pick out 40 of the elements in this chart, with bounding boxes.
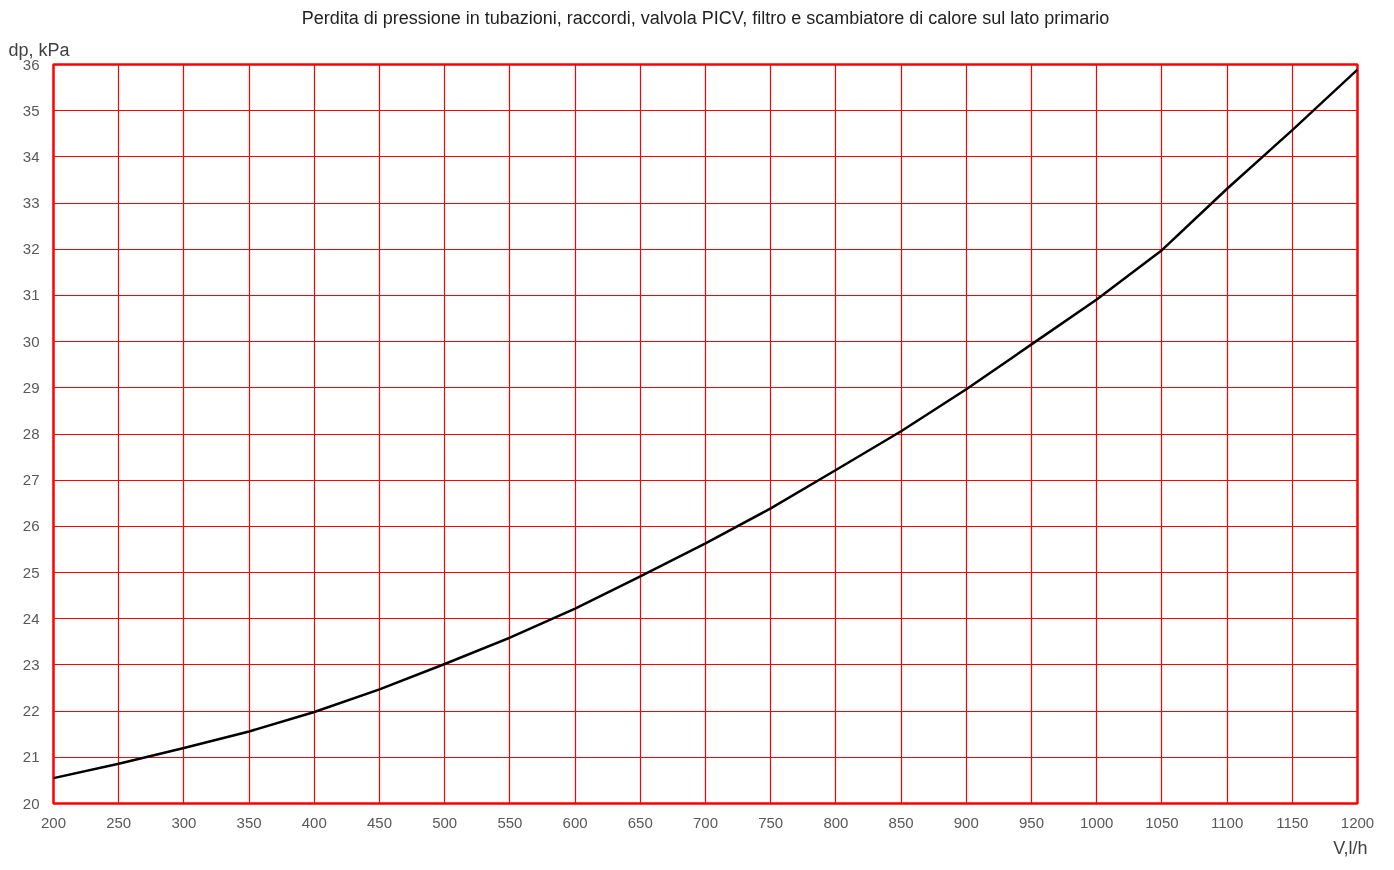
x-tick-label: 650 xyxy=(627,813,653,831)
x-axis-title: V,l/h xyxy=(1333,837,1368,858)
y-tick-label: 29 xyxy=(22,378,40,396)
x-tick-label: 350 xyxy=(236,813,262,831)
x-tick-label: 800 xyxy=(823,813,849,831)
y-tick-label: 33 xyxy=(22,194,40,212)
x-tick-label: 250 xyxy=(106,813,132,831)
x-tick-label: 600 xyxy=(562,813,588,831)
y-tick-label: 20 xyxy=(22,794,40,812)
x-tick-label: 1200 xyxy=(1340,813,1375,831)
x-tick-label: 500 xyxy=(432,813,458,831)
y-tick-label: 25 xyxy=(22,563,40,581)
y-tick-label: 35 xyxy=(22,101,40,119)
y-tick-label: 24 xyxy=(22,609,40,627)
x-tick-label: 1100 xyxy=(1210,813,1244,831)
y-tick-label: 23 xyxy=(22,655,40,673)
y-tick-label: 34 xyxy=(22,147,40,165)
y-tick-label: 26 xyxy=(22,517,40,535)
x-tick-label: 450 xyxy=(366,813,393,831)
y-tick-label: 31 xyxy=(22,286,40,304)
x-tick-label: 1000 xyxy=(1080,813,1114,831)
x-tick-label: 900 xyxy=(953,813,979,831)
y-tick-label: 30 xyxy=(22,332,40,350)
x-tick-label: 1150 xyxy=(1276,813,1309,831)
x-tick-label: 550 xyxy=(497,813,523,831)
x-tick-label: 700 xyxy=(692,813,719,831)
y-tick-label: 32 xyxy=(22,240,40,258)
x-tick-label: 750 xyxy=(758,813,784,831)
x-tick-label: 1050 xyxy=(1145,813,1179,831)
x-tick-label: 950 xyxy=(1018,813,1045,831)
y-tick-label: 21 xyxy=(22,748,40,766)
x-tick-label: 200 xyxy=(40,813,67,831)
y-tick-label: 28 xyxy=(22,425,40,442)
line-series xyxy=(53,68,1358,780)
x-tick-label: 300 xyxy=(171,813,197,831)
x-tick-label: 400 xyxy=(301,813,327,831)
chart-title: Perdita di pressione in tubazioni, raccordi, valvola PICV, filtro e scambiatore di calore sul lato primario xyxy=(301,7,1110,28)
y-tick-label: 22 xyxy=(22,702,40,720)
y-tick-label: 27 xyxy=(22,471,40,489)
x-tick-label: 850 xyxy=(888,813,914,831)
